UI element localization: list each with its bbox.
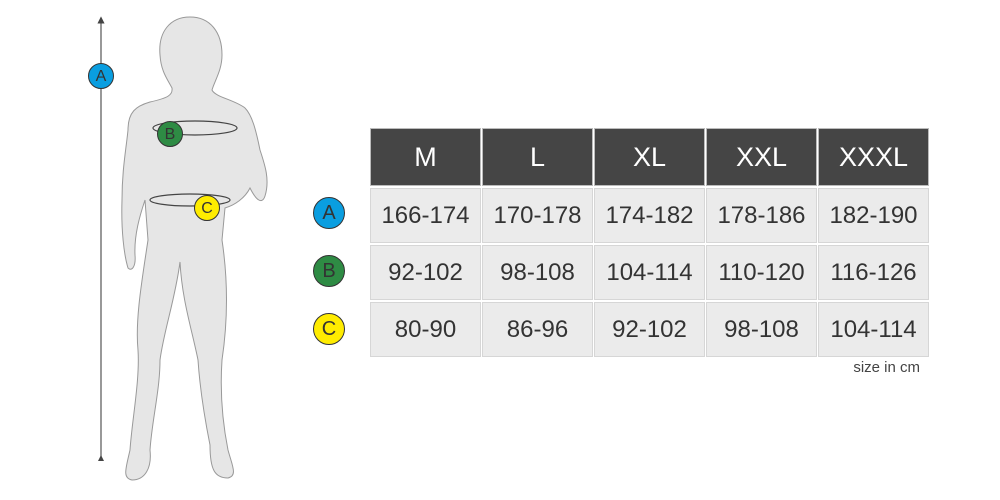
units-note: size in cm: [853, 359, 920, 376]
table-row: 92-102 98-108 104-114 110-120 116-126: [370, 245, 929, 300]
table-cell: 86-96: [482, 302, 593, 357]
table-row: 80-90 86-96 92-102 98-108 104-114: [370, 302, 929, 357]
table-cell: 104-114: [594, 245, 705, 300]
table-cell: 116-126: [818, 245, 929, 300]
table-cell: 178-186: [706, 188, 817, 243]
table-cell: 98-108: [482, 245, 593, 300]
header-size: XXXL: [818, 128, 929, 186]
body-silhouette: [121, 16, 268, 481]
table-row: 166-174 170-178 174-182 178-186 182-190: [370, 188, 929, 243]
table-cell: 92-102: [370, 245, 481, 300]
badge-c-figure: C: [194, 195, 220, 221]
table-cell: 80-90: [370, 302, 481, 357]
table-cell: 98-108: [706, 302, 817, 357]
body-figure: [97, 16, 268, 481]
waist-line: [149, 193, 231, 207]
table-cell: 104-114: [818, 302, 929, 357]
header-size: XL: [594, 128, 705, 186]
table-cell: 110-120: [706, 245, 817, 300]
header-size: XXL: [706, 128, 817, 186]
badge-b-figure: B: [157, 121, 183, 147]
table-cell: 182-190: [818, 188, 929, 243]
header-size: L: [482, 128, 593, 186]
row-badge-b: B: [313, 255, 345, 287]
table-cell: 166-174: [370, 188, 481, 243]
row-badge-c: C: [313, 313, 345, 345]
table-cell: 92-102: [594, 302, 705, 357]
size-table: M L XL XXL XXXL 166-174 170-178 174-182 …: [369, 126, 930, 359]
table-cell: 174-182: [594, 188, 705, 243]
header-size: M: [370, 128, 481, 186]
badge-a-figure: A: [88, 63, 114, 89]
table-cell: 170-178: [482, 188, 593, 243]
chest-line: [152, 120, 238, 136]
row-badge-a: A: [313, 197, 345, 229]
